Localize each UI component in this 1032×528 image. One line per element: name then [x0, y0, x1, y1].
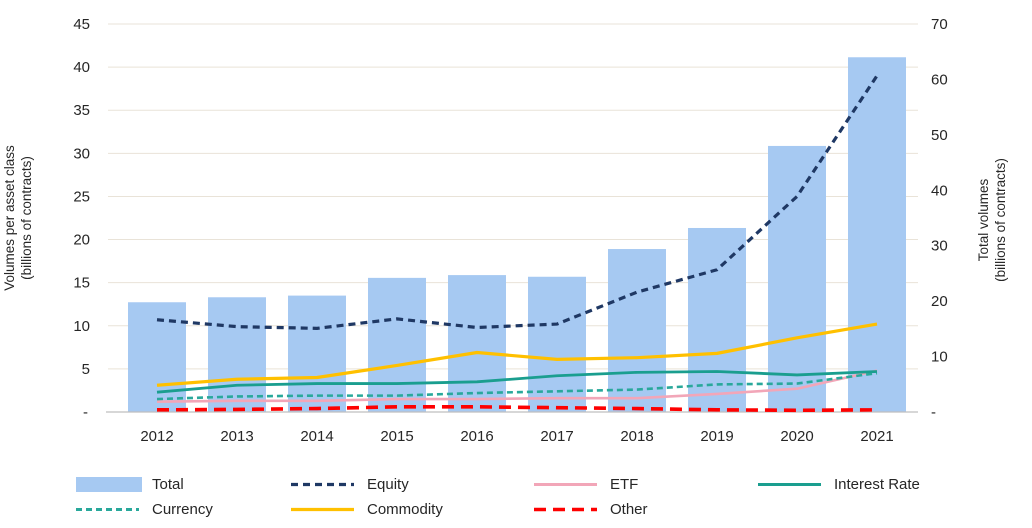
right-axis-tick-30: 30 — [931, 238, 948, 255]
bar-total-2019 — [688, 227, 746, 412]
legend-item-equity: Equity — [290, 476, 409, 493]
right-axis-tick-10: 10 — [931, 349, 948, 366]
legend-swatch-etf — [534, 483, 597, 486]
line-interest-rate — [156, 370, 878, 394]
legend-label-etf: ETF — [610, 476, 639, 493]
x-axis-label-2015: 2015 — [380, 428, 413, 445]
legend-label-equity: Equity — [367, 476, 409, 493]
legend-item-interest-rate: Interest Rate — [757, 476, 920, 493]
line-other — [156, 405, 878, 413]
x-axis-label-2018: 2018 — [620, 428, 653, 445]
legend-label-currency: Currency — [152, 501, 213, 518]
legend-item-commodity: Commodity — [290, 501, 443, 518]
left-axis-tick-20: 20 — [73, 232, 90, 249]
right-axis-tick-70: 70 — [931, 16, 948, 33]
left-axis-tick-35: 35 — [73, 102, 90, 119]
x-axis-label-2014: 2014 — [300, 428, 333, 445]
bar-total-2018 — [608, 249, 666, 412]
x-axis-label-2016: 2016 — [460, 428, 493, 445]
x-axis-label-2019: 2019 — [700, 428, 733, 445]
legend-item-currency: Currency — [75, 501, 213, 518]
x-axis-label-2021: 2021 — [860, 428, 893, 445]
left-axis-tick-5: 5 — [82, 361, 90, 378]
bar-total-2014 — [288, 295, 346, 412]
legend-item-total: Total — [75, 476, 184, 493]
line-etf — [156, 369, 878, 403]
x-axis-label-2012: 2012 — [140, 428, 173, 445]
bar-total-2012 — [128, 302, 186, 412]
right-axis-tick-60: 60 — [931, 71, 948, 88]
left-axis-tick-15: 15 — [73, 275, 90, 292]
legend-item-other: Other — [533, 501, 648, 518]
left-axis-tick-0: - — [83, 404, 88, 421]
bar-total-2015 — [368, 277, 426, 412]
legend-swatch-currency — [76, 508, 139, 511]
line-equity — [156, 74, 879, 330]
legend-swatch-equity — [291, 482, 354, 487]
x-axis-label-2013: 2013 — [220, 428, 253, 445]
bar-total-2013 — [208, 297, 266, 412]
x-axis-label-2017: 2017 — [540, 428, 573, 445]
left-axis-tick-30: 30 — [73, 145, 90, 162]
right-axis-tick-20: 20 — [931, 293, 948, 310]
right-axis-tick-40: 40 — [931, 182, 948, 199]
right-axis-title-line2: (billions of contracts) — [993, 158, 1008, 282]
legend-swatch-interest-rate — [758, 483, 821, 486]
left-axis-title-line2: (billions of contracts) — [19, 156, 34, 280]
legend-swatch-other — [534, 507, 597, 512]
legend-item-etf: ETF — [533, 476, 638, 493]
right-axis-title-line1: Total volumes — [976, 178, 991, 261]
line-currency — [156, 371, 878, 401]
legend-label-total: Total — [152, 476, 184, 493]
legend-label-other: Other — [610, 501, 648, 518]
right-axis-tick-50: 50 — [931, 127, 948, 144]
bar-total-2016 — [448, 275, 506, 412]
line-commodity — [156, 322, 878, 387]
legend-swatch-commodity — [291, 507, 354, 512]
left-axis-tick-45: 45 — [73, 16, 90, 33]
legend-label-commodity: Commodity — [367, 501, 443, 518]
left-axis-tick-40: 40 — [73, 59, 90, 76]
bar-total-2017 — [528, 276, 586, 412]
legend-swatch-total — [76, 477, 142, 492]
x-axis-label-2020: 2020 — [780, 428, 813, 445]
right-axis-tick-0: - — [931, 404, 936, 421]
bar-total-2021 — [848, 57, 906, 412]
left-axis-title-line1: Volumes per asset class — [2, 145, 17, 291]
legend-label-interest-rate: Interest Rate — [834, 476, 920, 493]
bar-total-2020 — [768, 145, 826, 412]
left-axis-tick-25: 25 — [73, 188, 90, 205]
left-axis-tick-10: 10 — [73, 318, 90, 335]
